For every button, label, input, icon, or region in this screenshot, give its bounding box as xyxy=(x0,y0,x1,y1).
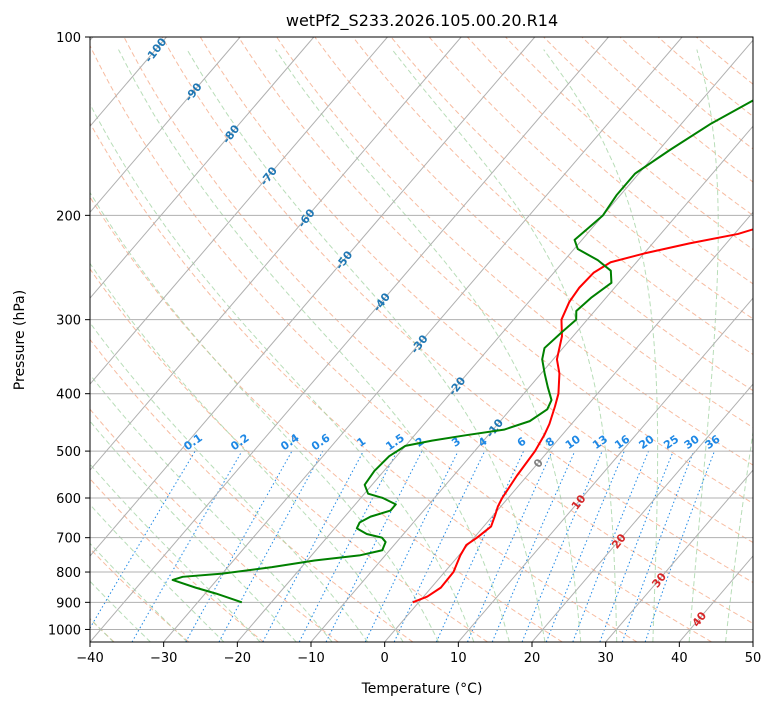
isotherm-line xyxy=(90,37,315,299)
isotherm-line xyxy=(90,37,241,213)
moist-adiabat-line xyxy=(90,191,439,642)
moist-adiabat-line xyxy=(90,373,333,642)
moist-adiabat-line xyxy=(543,49,659,642)
mixing-ratio-line xyxy=(491,450,576,642)
x-tick-label: 50 xyxy=(745,651,762,666)
mixing-ratio-line xyxy=(131,450,243,642)
dry-adiabat-line xyxy=(90,478,264,642)
isotherm-line xyxy=(457,297,753,642)
y-tick-label: 300 xyxy=(56,314,81,329)
isotherm-line xyxy=(531,383,753,642)
mixing-ratio-line xyxy=(185,450,293,642)
x-axis-label: Temperature (°C) xyxy=(361,681,483,697)
isotherm-line xyxy=(236,39,753,642)
y-tick-label: 200 xyxy=(56,209,81,224)
dry-adiabat-line xyxy=(505,37,753,251)
y-tick-label: 500 xyxy=(56,445,81,460)
x-tick-label: −20 xyxy=(224,651,251,666)
mixing-ratio-line xyxy=(467,450,553,642)
isotherm-line xyxy=(310,125,753,642)
plot-frame xyxy=(89,36,754,643)
mixing-ratio-line xyxy=(218,450,324,642)
isotherm-line xyxy=(163,37,683,642)
moist-adiabat-line xyxy=(90,420,297,642)
dry-adiabat-line xyxy=(123,37,753,624)
x-axis: −40 −30 −20 −10 0 10 20 30 40 50 xyxy=(76,642,761,666)
dry-adiabat-line xyxy=(90,44,712,642)
isotherm-line xyxy=(605,469,753,642)
temperature-line xyxy=(412,228,753,604)
x-tick-label: −10 xyxy=(297,651,324,666)
moist-adiabat-line xyxy=(90,503,225,642)
moist-adiabat-line xyxy=(274,49,582,642)
y-tick-label: 600 xyxy=(56,492,81,507)
dry-adiabat-line xyxy=(581,37,753,183)
mixing-ratio-line xyxy=(521,450,603,642)
isotherm-line xyxy=(90,37,536,557)
moist-adiabat-line xyxy=(688,49,719,642)
isotherm-line xyxy=(90,37,609,642)
isotherm-line xyxy=(90,37,388,385)
y-tick-label: 400 xyxy=(56,388,81,403)
mixing-ratio-line xyxy=(364,450,459,642)
dry-adiabat-line xyxy=(314,37,753,429)
dry-adiabat-line xyxy=(199,37,753,544)
chart-title: wetPf2_S233.2026.105.00.20.R14 xyxy=(286,11,558,31)
moist-adiabat-line xyxy=(90,463,261,642)
x-tick-label: 0 xyxy=(381,651,389,666)
x-tick-label: −30 xyxy=(150,651,177,666)
x-tick-label: 40 xyxy=(671,651,688,666)
mixing-ratio-line xyxy=(435,450,525,642)
y-tick-label: 1000 xyxy=(48,623,81,638)
dry-adiabat-line xyxy=(90,122,638,642)
y-axis: 100 200 300 400 500 600 700 800 900 1000 xyxy=(48,31,90,638)
moist-adiabat-line xyxy=(90,542,188,642)
moist-adiabat-line xyxy=(90,322,369,642)
y-tick-label: 700 xyxy=(56,532,81,547)
moist-adiabat-line xyxy=(118,49,510,642)
mixing-ratio-lines xyxy=(90,450,715,642)
x-tick-label: −40 xyxy=(76,651,103,666)
moist-adiabat-line xyxy=(90,580,151,642)
dry-adiabat-line xyxy=(352,37,753,392)
mixing-ratio-line xyxy=(90,450,196,629)
x-tick-label: 30 xyxy=(597,651,614,666)
moist-adiabat-line xyxy=(725,428,753,642)
sounding-series xyxy=(171,99,753,604)
dry-adiabat-line xyxy=(238,37,753,504)
mixing-ratio-line xyxy=(393,450,486,642)
mixing-ratio-line xyxy=(644,450,715,642)
y-tick-label: 900 xyxy=(56,596,81,611)
y-axis-label: Pressure (hPa) xyxy=(12,290,28,390)
x-tick-label: 10 xyxy=(450,651,467,666)
dewpoint-line xyxy=(171,99,753,604)
y-tick-label: 800 xyxy=(56,566,81,581)
dry-adiabat-line xyxy=(428,37,753,320)
isobar-gridlines xyxy=(90,37,753,630)
y-tick-label: 100 xyxy=(56,31,81,46)
isotherm-line xyxy=(90,37,462,471)
moist-adiabat-line xyxy=(186,49,546,642)
dry-adiabat-line xyxy=(161,37,753,584)
moist-adiabat-line xyxy=(90,262,404,642)
x-tick-label: 20 xyxy=(524,651,541,666)
moist-adiabat-line xyxy=(90,102,475,642)
